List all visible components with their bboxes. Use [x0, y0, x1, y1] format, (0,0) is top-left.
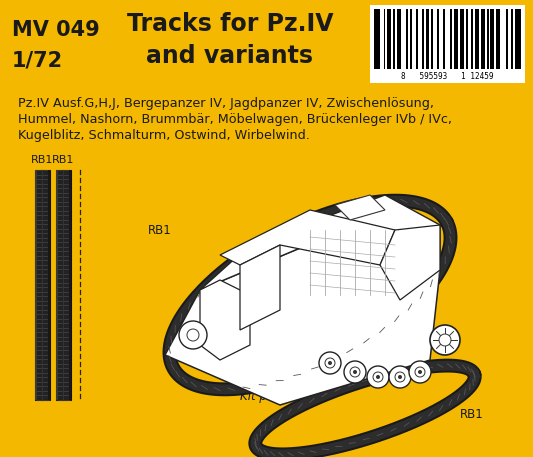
Circle shape: [373, 372, 383, 382]
Circle shape: [415, 367, 425, 377]
Circle shape: [325, 358, 335, 368]
Circle shape: [328, 361, 332, 365]
Text: RB1: RB1: [31, 155, 53, 165]
Bar: [454, 9, 458, 69]
Polygon shape: [240, 245, 280, 330]
Bar: [471, 9, 473, 69]
Bar: [397, 9, 401, 69]
Polygon shape: [220, 210, 395, 265]
Circle shape: [389, 366, 411, 388]
Bar: [506, 9, 507, 69]
Bar: [407, 9, 408, 69]
Text: Kit parts: Kit parts: [240, 390, 290, 403]
Text: RB1: RB1: [148, 223, 172, 237]
Circle shape: [430, 325, 460, 355]
Bar: [384, 9, 385, 69]
Bar: [496, 9, 500, 69]
Bar: [425, 9, 430, 69]
Text: Pz.IV Ausf.G,H,J, Bergepanzer IV, Jagdpanzer IV, Zwischenlösung,: Pz.IV Ausf.G,H,J, Bergepanzer IV, Jagdpa…: [18, 97, 434, 110]
Text: Hummel, Nashorn, Brummbär, Möbelwagen, Brückenleger IVb / IVc,: Hummel, Nashorn, Brummbär, Möbelwagen, B…: [18, 113, 452, 126]
Circle shape: [398, 375, 402, 379]
Bar: [387, 9, 391, 69]
Text: RB1: RB1: [52, 155, 74, 165]
Circle shape: [353, 370, 357, 374]
Circle shape: [350, 367, 360, 377]
Bar: [475, 9, 479, 69]
Text: MV 049: MV 049: [12, 20, 100, 40]
Circle shape: [439, 334, 451, 346]
Bar: [515, 9, 521, 69]
Bar: [460, 9, 464, 69]
Circle shape: [395, 372, 405, 382]
Polygon shape: [335, 195, 385, 220]
Polygon shape: [380, 225, 440, 300]
Polygon shape: [200, 195, 440, 290]
Bar: [450, 9, 453, 69]
Bar: [512, 9, 513, 69]
Text: 1/72: 1/72: [12, 50, 63, 70]
Bar: [370, 5, 525, 83]
Bar: [437, 9, 439, 69]
Bar: [410, 9, 412, 69]
Bar: [47, 170, 50, 400]
Polygon shape: [200, 280, 250, 360]
Bar: [55, 170, 70, 400]
Bar: [416, 9, 418, 69]
Bar: [487, 9, 489, 69]
Circle shape: [376, 375, 380, 379]
Text: and variants: and variants: [147, 44, 313, 68]
Circle shape: [179, 321, 207, 349]
Circle shape: [418, 370, 422, 374]
Bar: [393, 9, 395, 69]
Bar: [69, 170, 70, 400]
Circle shape: [319, 352, 341, 374]
Bar: [422, 9, 424, 69]
Bar: [490, 9, 494, 69]
Text: RB1: RB1: [460, 409, 484, 421]
Text: Tracks for Pz.IV: Tracks for Pz.IV: [127, 12, 333, 36]
Bar: [55, 170, 58, 400]
Bar: [35, 170, 37, 400]
Circle shape: [344, 361, 366, 383]
Polygon shape: [165, 225, 440, 405]
Bar: [35, 170, 50, 400]
Bar: [481, 9, 484, 69]
Bar: [443, 9, 445, 69]
Circle shape: [409, 361, 431, 383]
Bar: [466, 9, 467, 69]
Text: Kugelblitz, Schmalturm, Ostwind, Wirbelwind.: Kugelblitz, Schmalturm, Ostwind, Wirbelw…: [18, 129, 310, 142]
Bar: [431, 9, 433, 69]
Circle shape: [187, 329, 199, 341]
Bar: [374, 9, 379, 69]
Text: 8   595593   1 12459: 8 595593 1 12459: [401, 72, 494, 81]
Circle shape: [367, 366, 389, 388]
